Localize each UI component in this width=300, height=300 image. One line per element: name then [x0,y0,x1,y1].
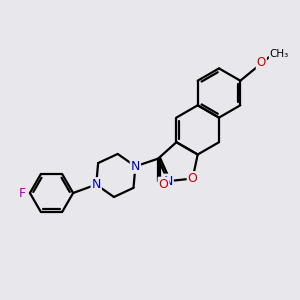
Text: O: O [188,172,197,185]
Text: O: O [159,178,168,191]
Text: N: N [92,178,101,191]
Text: CH₃: CH₃ [270,49,289,59]
Text: F: F [19,187,26,200]
Text: N: N [131,160,140,173]
Text: N: N [164,175,173,188]
Text: O: O [257,56,266,69]
